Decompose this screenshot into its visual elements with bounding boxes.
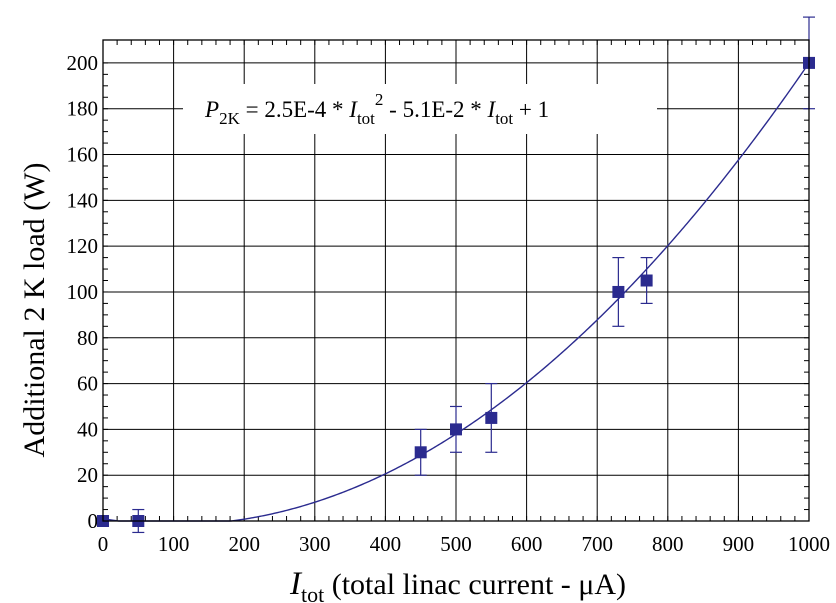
eq-p: P bbox=[204, 97, 219, 122]
eq-i2-sub: tot bbox=[495, 109, 513, 128]
x-tick-label: 100 bbox=[158, 532, 190, 556]
y-tick-label: 80 bbox=[77, 326, 98, 350]
x-axis-title-i: I bbox=[289, 566, 303, 602]
fit-equation: P2K = 2.5E-4 * Itot2 - 5.1E-2 * Itot + 1 bbox=[204, 90, 549, 128]
y-tick-label: 140 bbox=[67, 188, 99, 212]
x-tick-label: 700 bbox=[581, 532, 613, 556]
data-point bbox=[485, 411, 498, 424]
x-tick-label: 400 bbox=[370, 532, 402, 556]
y-tick-label: 20 bbox=[77, 463, 98, 487]
x-axis-title-rest: (total linac current - μA) bbox=[324, 568, 626, 601]
data-point bbox=[640, 274, 653, 287]
x-tick-label: 200 bbox=[228, 532, 260, 556]
x-tick-label: 0 bbox=[98, 532, 109, 556]
eq-term1: = 2.5E-4 * bbox=[240, 97, 349, 122]
y-tick-label: 0 bbox=[88, 509, 99, 533]
equation-box bbox=[183, 84, 657, 134]
data-point bbox=[450, 423, 462, 436]
y-tick-label: 40 bbox=[77, 417, 98, 441]
data-point bbox=[612, 285, 625, 298]
data-point bbox=[414, 446, 427, 459]
y-tick-label: 180 bbox=[67, 97, 99, 121]
x-tick-label: 600 bbox=[511, 532, 543, 556]
y-tick-label: 60 bbox=[77, 372, 98, 396]
x-tick-label: 300 bbox=[299, 532, 331, 556]
plot-frame bbox=[102, 39, 810, 522]
x-tick-label: 500 bbox=[440, 532, 472, 556]
x-tick-label: 900 bbox=[723, 532, 755, 556]
y-tick-label: 200 bbox=[67, 51, 99, 75]
y-tick-label: 160 bbox=[67, 143, 99, 167]
x-tick-label: 800 bbox=[652, 532, 684, 556]
y-tick-label: 120 bbox=[67, 234, 99, 258]
eq-p-sub: 2K bbox=[219, 109, 241, 128]
x-axis-title: Itot (total linac current - μA) bbox=[289, 566, 626, 603]
x-tick-label: 1000 bbox=[788, 532, 830, 556]
eq-i2: I bbox=[487, 97, 497, 122]
x-axis-title-sub: tot bbox=[301, 582, 324, 603]
eq-term2: - 5.1E-2 * bbox=[383, 97, 487, 122]
eq-i1-sup: 2 bbox=[375, 90, 384, 109]
y-tick-label: 100 bbox=[67, 280, 99, 304]
eq-i1-sub: tot bbox=[357, 109, 375, 128]
y-axis-title: Additional 2 K load (W) bbox=[18, 163, 51, 458]
eq-term3: + 1 bbox=[513, 97, 549, 122]
eq-i1: I bbox=[348, 97, 358, 122]
tick-labels: 0 100 200 300 400 500 600 700 800 900 1000 0 20 40 60 8… bbox=[67, 51, 831, 556]
